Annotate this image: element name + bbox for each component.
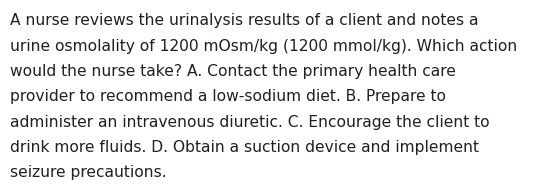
Text: administer an intravenous diuretic. C. Encourage the client to: administer an intravenous diuretic. C. E… <box>10 115 490 130</box>
Text: seizure precautions.: seizure precautions. <box>10 165 167 180</box>
Text: drink more fluids. D. Obtain a suction device and implement: drink more fluids. D. Obtain a suction d… <box>10 140 479 155</box>
Text: A nurse reviews the urinalysis results of a client and notes a: A nurse reviews the urinalysis results o… <box>10 13 479 28</box>
Text: urine osmolality of 1200 mOsm/kg (1200 mmol/kg). Which action: urine osmolality of 1200 mOsm/kg (1200 m… <box>10 39 517 54</box>
Text: would the nurse take? A. Contact the primary health care: would the nurse take? A. Contact the pri… <box>10 64 456 79</box>
Text: provider to recommend a low-sodium diet. B. Prepare to: provider to recommend a low-sodium diet.… <box>10 89 446 104</box>
